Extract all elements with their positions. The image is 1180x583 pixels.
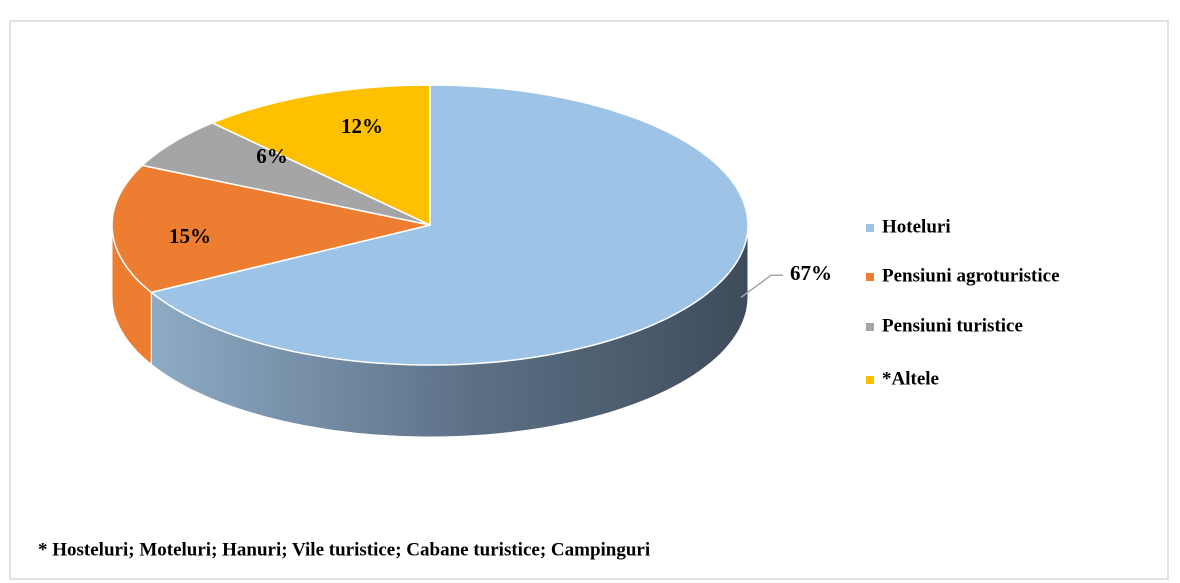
legend-label: Pensiuni agroturistice [882, 265, 1060, 286]
legend-swatch [866, 273, 874, 281]
legend-label: Pensiuni turistice [882, 315, 1023, 336]
data-label: 12% [341, 114, 383, 138]
slice [111, 164, 431, 294]
legend-swatch [866, 323, 874, 331]
footnote: * Hosteluri; Moteluri; Hanuri; Vile turi… [38, 539, 650, 560]
slice [149, 84, 749, 366]
legend-label: *Altele [882, 368, 939, 389]
data-label: 67% [790, 261, 832, 285]
slice [140, 122, 431, 226]
legend-swatch [866, 376, 874, 384]
leader-line [740, 274, 784, 298]
legend-swatch [866, 224, 874, 232]
slice [210, 84, 431, 227]
data-label: 6% [256, 144, 288, 168]
legend-label: Hoteluri [882, 216, 951, 237]
data-label: 15% [169, 224, 211, 248]
